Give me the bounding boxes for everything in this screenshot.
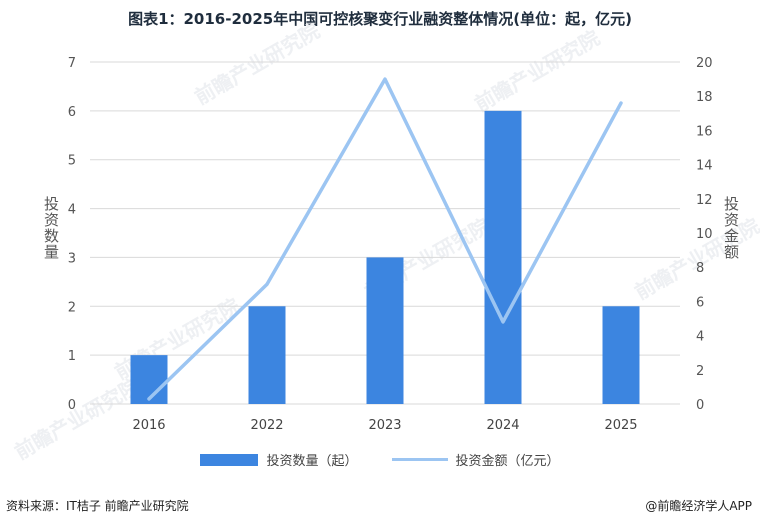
bar-2016: [130, 355, 168, 404]
right-tick-label: 6: [696, 295, 704, 310]
left-tick-label: 0: [68, 398, 76, 413]
right-tick-label: 4: [696, 330, 704, 345]
x-tick-label: 2016: [132, 418, 165, 433]
legend-bars-label: 投资数量（起）: [266, 454, 358, 469]
right-tick-label: 10: [696, 227, 713, 242]
bar-2025: [602, 306, 640, 404]
right-tick-label: 16: [696, 124, 713, 139]
right-tick-label: 0: [696, 398, 704, 413]
legend-line-swatch: [391, 458, 448, 461]
left-tick-label: 6: [68, 105, 76, 120]
left-tick-label: 7: [68, 56, 76, 71]
right-axis-label: 投资金额: [722, 196, 740, 260]
legend-line-label: 投资金额（亿元）: [455, 454, 560, 469]
left-tick-label: 4: [68, 203, 76, 218]
line-point-2023: [383, 77, 387, 81]
legend-item-bars: 投资数量（起）: [200, 450, 358, 469]
source-note: 资料来源：IT桔子 前瞻产业研究院: [6, 499, 189, 513]
line-point-2024: [501, 320, 505, 324]
watermark-text: 前瞻产业研究院: [191, 19, 324, 110]
bar-2024: [484, 110, 522, 404]
legend-item-line: 投资金额（亿元）: [391, 450, 560, 469]
chart-title: 图表1：2016-2025年中国可控核聚变行业融资整体情况(单位：起，亿元): [128, 10, 632, 28]
left-tick-label: 1: [68, 349, 76, 364]
right-tick-label: 8: [696, 261, 704, 276]
legend-bar-swatch: [200, 453, 259, 466]
bar-2023: [366, 257, 404, 404]
left-tick-label: 3: [68, 251, 76, 266]
line-point-2022: [265, 282, 269, 286]
line-point-2016: [147, 397, 151, 401]
chart-legend: 投资数量（起） 投资金额（亿元）: [0, 450, 760, 469]
x-tick-label: 2022: [250, 418, 283, 433]
bar-2022: [248, 306, 286, 404]
line-point-2025: [619, 101, 623, 105]
left-tick-label: 5: [68, 154, 76, 169]
left-tick-label: 2: [68, 300, 76, 315]
right-tick-label: 18: [696, 90, 713, 105]
right-tick-label: 2: [696, 364, 704, 379]
left-axis-label: 投资数量: [42, 196, 60, 260]
right-tick-label: 20: [696, 56, 713, 71]
x-tick-label: 2024: [486, 418, 519, 433]
watermark-text: 前瞻产业研究院: [471, 26, 604, 117]
x-tick-label: 2023: [368, 418, 401, 433]
x-tick-label: 2025: [604, 418, 637, 433]
right-tick-label: 12: [696, 193, 713, 208]
right-tick-label: 14: [696, 159, 713, 174]
brand-note: @前瞻经济学人APP: [645, 499, 752, 513]
